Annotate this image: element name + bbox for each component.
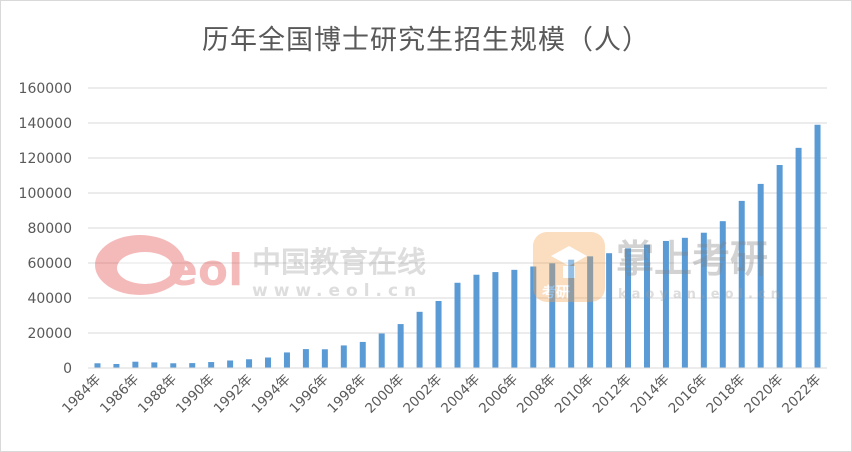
bar-1992年	[246, 359, 253, 368]
x-tick-label: 2014年	[628, 372, 673, 417]
bar-2018年	[738, 200, 745, 369]
bar-1986年	[132, 361, 139, 368]
y-tick-label: 20000	[27, 326, 72, 342]
bar-2005年	[492, 272, 499, 368]
bar-1990年	[208, 362, 215, 368]
y-tick-label: 120000	[19, 151, 72, 167]
bar-2022年	[814, 124, 821, 368]
x-tick-label: 1988年	[135, 372, 180, 417]
bar-2015年	[681, 237, 688, 368]
kaoyan-url-text: kaoyan.eol.cn	[618, 287, 785, 302]
bar-1984年	[94, 363, 101, 368]
bars	[94, 124, 821, 369]
eol-url-text: www.eol.cn	[252, 281, 422, 301]
bar-2017年	[719, 221, 726, 368]
bar-1998年	[359, 341, 366, 368]
y-tick-label: 80000	[27, 221, 72, 237]
x-tick-label: 2002年	[400, 372, 445, 417]
bar-2020年	[776, 165, 783, 368]
bar-2010年	[587, 256, 594, 368]
watermark-eol: eol 中国教育在线 www.eol.cn	[95, 235, 426, 301]
y-tick-label: 140000	[19, 116, 72, 132]
bar-2006年	[511, 269, 518, 368]
y-tick-label: 160000	[19, 81, 72, 97]
x-tick-label: 1984年	[59, 372, 104, 417]
bar-2016年	[700, 232, 707, 368]
bar-2008年	[549, 263, 556, 368]
bar-2009年	[568, 259, 575, 368]
eol-logo-text: eol	[168, 245, 243, 296]
bar-1994年	[283, 352, 290, 368]
x-tick-label: 1990年	[173, 372, 218, 417]
bar-1995年	[302, 349, 309, 368]
x-tick-label: 2000年	[362, 372, 407, 417]
bar-1987年	[151, 362, 158, 368]
x-tick-label: 2016年	[666, 372, 711, 417]
x-tick-label: 1998年	[324, 372, 369, 417]
eol-name-text: 中国教育在线	[252, 245, 426, 279]
bar-2000年	[397, 324, 404, 368]
x-tick-label: 1992年	[211, 372, 256, 417]
bar-2004年	[473, 274, 480, 368]
bar-2014年	[662, 240, 669, 368]
bar-1988年	[170, 363, 177, 368]
x-tick-label: 2006年	[476, 372, 521, 417]
eol-logo-shape	[95, 235, 185, 295]
x-tick-label: 2020年	[741, 372, 786, 417]
x-tick-label: 1986年	[97, 372, 142, 417]
x-tick-label: 2018年	[703, 372, 748, 417]
bar-2012年	[625, 248, 632, 368]
kaoyan-name-text: 掌上考研	[616, 237, 768, 281]
x-tick-label: 1996年	[287, 372, 332, 417]
bar-1999年	[378, 333, 385, 368]
chart-title: 历年全国博士研究生招生规模（人）	[202, 25, 650, 56]
y-tick-label: 40000	[27, 291, 72, 307]
y-axis-ticks: 0 20000 40000 60000 80000 100000 120000 140000 1…	[19, 81, 72, 377]
bar-2011年	[606, 253, 613, 368]
x-tick-label: 2012年	[590, 372, 635, 417]
bar-1991年	[227, 360, 234, 368]
bar-2019年	[757, 183, 764, 368]
bar-2013年	[643, 244, 650, 369]
bar-2021年	[795, 147, 802, 368]
y-tick-label: 60000	[27, 256, 72, 272]
bar-2007年	[530, 266, 537, 368]
bar-2002年	[435, 300, 442, 368]
y-tick-label: 100000	[19, 186, 72, 202]
watermark-kaoyan: 考研 掌上考研 kaoyan.eol.cn	[533, 232, 785, 302]
x-axis-ticks: 1984年1986年1988年1990年1992年1994年1996年1998年…	[59, 372, 824, 417]
x-tick-label: 2008年	[514, 372, 559, 417]
x-tick-label: 1994年	[249, 372, 294, 417]
x-tick-label: 2010年	[552, 372, 597, 417]
x-tick-label: 2004年	[438, 372, 483, 417]
bar-1996年	[321, 349, 328, 368]
bar-1997年	[340, 345, 347, 368]
bar-2003年	[454, 282, 461, 368]
bar-1985年	[113, 363, 120, 368]
bar-1993年	[265, 357, 272, 368]
y-tick-label: 0	[63, 361, 72, 377]
bar-1989年	[189, 363, 196, 368]
kaoyan-logo-shape	[533, 232, 605, 302]
x-tick-label: 2022年	[779, 372, 824, 417]
bar-2001年	[416, 311, 423, 368]
kaoyan-logo-text: 考研	[542, 284, 570, 301]
